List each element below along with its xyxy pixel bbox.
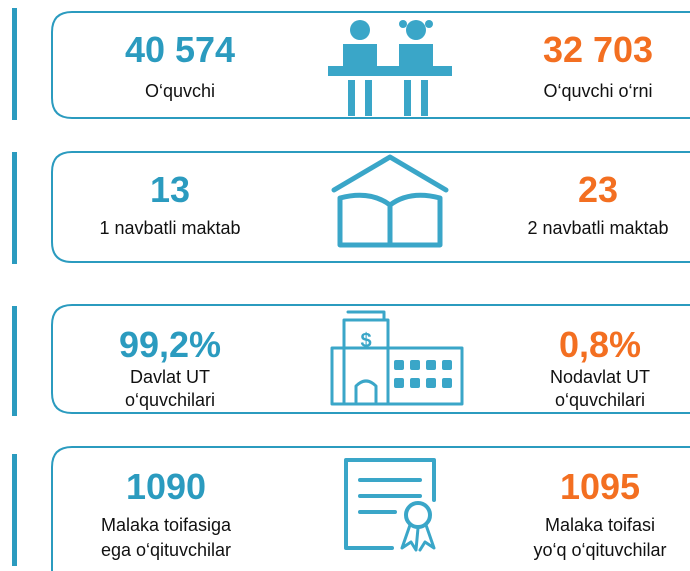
left-label: Malaka toifasiga (101, 515, 232, 535)
accent-bar (12, 454, 17, 566)
right-value: 1095 (560, 466, 640, 507)
right-label: O‘quvchi o‘rni (543, 81, 652, 101)
card (51, 11, 690, 119)
left-label: o‘quvchilari (125, 390, 215, 410)
accent-bar (12, 152, 17, 264)
right-label: yo‘q o‘qituvchilar (533, 540, 666, 560)
left-value: 13 (150, 169, 190, 210)
school-book-icon (331, 154, 449, 248)
bank-building-icon: $ (330, 310, 464, 406)
accent-bar (12, 306, 17, 416)
right-value: 23 (578, 169, 618, 210)
right-label: o‘quvchilari (555, 390, 645, 410)
left-value: 1090 (126, 466, 206, 507)
students-icon (328, 20, 452, 116)
accent-bar (12, 8, 17, 120)
card (51, 151, 690, 263)
icon-glyph: $ (360, 330, 371, 352)
left-value: 99,2% (119, 324, 221, 365)
left-value: 40 574 (125, 29, 235, 70)
right-label: 2 navbatli maktab (527, 218, 668, 238)
left-label: O‘quvchi (145, 81, 215, 101)
left-label: 1 navbatli maktab (99, 218, 240, 238)
card (51, 304, 690, 414)
certificate-icon (344, 458, 436, 552)
left-label: ega o‘qituvchilar (101, 540, 231, 560)
right-label: Nodavlat UT (550, 367, 650, 387)
right-label: Malaka toifasi (545, 515, 655, 535)
left-label: Davlat UT (130, 367, 210, 387)
card (51, 446, 690, 571)
right-value: 32 703 (543, 29, 653, 70)
right-value: 0,8% (559, 324, 641, 365)
